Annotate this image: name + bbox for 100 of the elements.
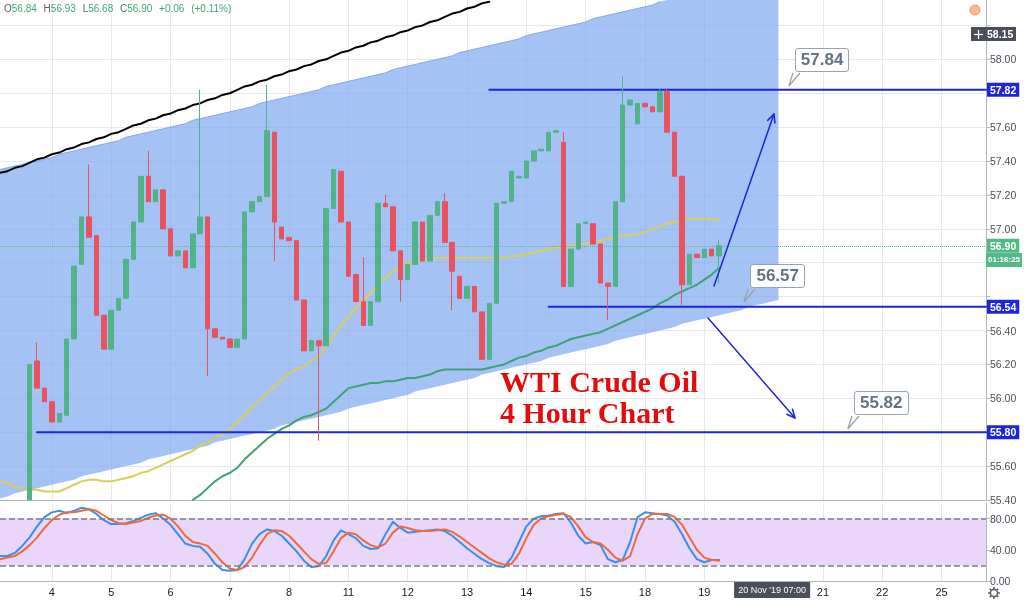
candlestick (42, 387, 47, 403)
y-tick-label: 57.60 (990, 121, 1017, 134)
candlestick (487, 302, 492, 360)
x-tick-label: 7 (226, 585, 233, 598)
data-label: 55.80 (990, 426, 1017, 439)
candlestick (464, 285, 470, 299)
candlestick (605, 282, 611, 321)
candlestick (694, 253, 700, 259)
candlestick (49, 401, 55, 423)
candlestick (353, 274, 359, 303)
candlestick (679, 175, 685, 306)
y-tick-label: 58.00 (990, 53, 1017, 66)
candlestick (123, 258, 129, 299)
candlestick (635, 102, 640, 125)
candlestick (650, 106, 655, 113)
candlestick (420, 221, 425, 262)
x-tick-label: 21 (816, 585, 830, 598)
x-tick-label: 22 (876, 585, 889, 598)
candlestick (294, 240, 299, 301)
candlestick (546, 131, 551, 152)
y-tick-label: 56.00 (990, 392, 1017, 405)
candlestick (160, 189, 166, 230)
candlestick (205, 216, 210, 377)
x-tick-label: 5 (108, 585, 115, 598)
candlestick (101, 314, 107, 350)
candlestick (346, 221, 351, 277)
candlestick (168, 228, 173, 257)
y-tick-label: 40.00 (990, 543, 1017, 556)
candlestick (516, 175, 522, 179)
x-tick-label: 19 (698, 585, 711, 598)
x-tick-label: 11 (342, 585, 355, 598)
text: 20 Nov '19 07:00 (734, 582, 810, 598)
candlestick (94, 235, 99, 316)
candlestick (702, 248, 707, 259)
candlestick (657, 87, 663, 113)
candlestick (398, 250, 403, 303)
line-series (0, 0, 491, 174)
ref-line-label: 56.90 (990, 239, 1017, 252)
x-tick-label: 6 (167, 585, 174, 598)
candlestick (183, 250, 188, 269)
candlestick (709, 248, 714, 257)
x-tick-label: 25 (935, 585, 948, 598)
candlestick (435, 201, 440, 216)
candlestick (553, 130, 559, 133)
candlestick (86, 163, 92, 238)
candlestick (664, 87, 670, 133)
text: O56.84 H56.93 L56.68 C56.90 +0.06 (+0.11%) (4, 3, 232, 14)
annotation: 56.57 (750, 263, 805, 288)
candlestick (457, 275, 462, 299)
data-label: 57.82 (990, 83, 1017, 96)
candlestick (620, 75, 625, 203)
text: WTI Crude Oil 4 Hour Chart (500, 365, 700, 429)
candlestick (34, 341, 40, 389)
candlestick (472, 285, 477, 313)
x-tick-label: 4 (48, 585, 55, 598)
candlestick (153, 189, 158, 203)
y-tick-label: 57.00 (990, 222, 1017, 235)
candlestick (257, 196, 262, 203)
data-label: 56.54 (990, 300, 1017, 313)
x-tick-label: 12 (401, 585, 414, 598)
candlestick (390, 206, 396, 252)
candlestick (405, 263, 410, 281)
y-tick-label: 55.40 (990, 494, 1017, 506)
candlestick (64, 338, 69, 416)
candlestick (57, 413, 62, 423)
candlestick (479, 311, 485, 360)
text: 58.15 (987, 27, 1014, 41)
annotation: 57.84 (794, 48, 850, 73)
candlestick (583, 221, 588, 225)
candlestick (361, 257, 366, 326)
candlestick (331, 168, 336, 209)
candlestick (598, 243, 603, 284)
text: 01:16:25 (988, 252, 1021, 267)
candlestick (264, 84, 270, 198)
line-series (0, 217, 721, 493)
x-tick-label: 15 (579, 585, 592, 598)
candlestick (524, 160, 529, 179)
x-tick-label: 13 (460, 585, 474, 598)
x-tick-label: 18 (638, 585, 652, 598)
candlestick (501, 201, 507, 204)
candlestick (561, 131, 566, 287)
y-tick-label: 57.40 (990, 155, 1017, 168)
candlestick (146, 150, 151, 203)
candlestick (383, 194, 388, 208)
candlestick (301, 299, 307, 352)
candlestick (509, 170, 514, 203)
candlestick (368, 301, 373, 326)
candlestick (627, 99, 633, 106)
candlestick (108, 309, 114, 350)
x-tick-label: 14 (520, 585, 533, 598)
candlestick (590, 223, 596, 245)
annotation: 55.82 (853, 390, 909, 415)
candlestick (279, 226, 284, 240)
candlestick (286, 236, 292, 242)
line-series (191, 266, 721, 501)
candlestick (27, 363, 32, 501)
candlestick (175, 250, 181, 257)
y-tick-label: 80.00 (990, 512, 1017, 525)
candlestick (642, 102, 648, 108)
candlestick (212, 328, 218, 338)
